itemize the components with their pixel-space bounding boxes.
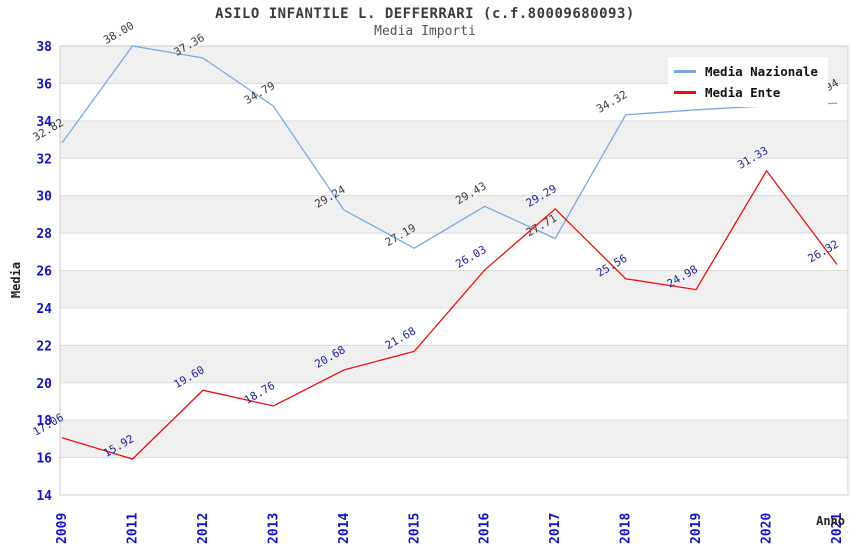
y-tick-label: 26: [36, 265, 52, 280]
legend-item-media-ente: Media Ente: [674, 82, 822, 103]
y-tick-label: 20: [36, 377, 52, 392]
x-tick-label: 2011: [125, 513, 140, 544]
x-tick-label: 2015: [407, 513, 422, 544]
data-point-label: 38.00: [101, 19, 136, 47]
y-tick-label: 32: [36, 152, 52, 167]
legend-label-media-ente: Media Ente: [705, 85, 781, 100]
chart-title: ASILO INFANTILE L. DEFFERRARI (c.f.80009…: [215, 6, 635, 22]
y-tick-label: 30: [36, 190, 52, 205]
x-tick-label: 2012: [196, 513, 211, 544]
plot-border: [59, 45, 849, 496]
x-axis-title: Anno: [816, 514, 845, 528]
y-tick-label: 28: [36, 227, 52, 242]
y-tick-label: 18: [36, 414, 52, 429]
x-tick-label: 2017: [548, 513, 563, 544]
x-tick-label: 2014: [337, 513, 352, 544]
grid-band: [60, 457, 848, 495]
x-tick-label: 2013: [266, 513, 281, 544]
media-nazionale-line-swatch: [674, 70, 696, 73]
grid-band: [60, 233, 848, 271]
x-tick-label: 2016: [478, 513, 493, 544]
y-tick-label: 36: [36, 77, 52, 92]
x-tick-label: 2021: [830, 513, 845, 544]
x-tick-label: 2019: [689, 513, 704, 544]
grid-band: [60, 420, 848, 458]
y-tick-label: 34: [36, 115, 52, 130]
y-axis-title: Media: [9, 261, 23, 299]
y-tick-label: 38: [36, 40, 52, 55]
y-tick-label: 22: [36, 339, 52, 354]
grid-band: [60, 345, 848, 383]
grid-band: [60, 307, 848, 346]
grid-band: [60, 158, 848, 196]
grid-band: [60, 270, 848, 308]
legend-item-media-nazionale: Media Nazionale: [674, 61, 822, 82]
x-tick-label: 2009: [55, 513, 70, 544]
grid-band: [60, 195, 848, 234]
y-tick-label: 24: [36, 302, 52, 317]
x-tick-label: 2020: [760, 513, 775, 544]
series-line-media-ente: [61, 169, 838, 460]
legend-label-media-nazionale: Media Nazionale: [705, 64, 818, 79]
media-ente-line-swatch: [674, 91, 696, 94]
series-line-media-nazionale: [61, 45, 838, 249]
y-tick-label: 16: [36, 452, 52, 467]
y-tick-label: 14: [36, 489, 52, 504]
legend: Media Nazionale Media Ente: [668, 57, 828, 107]
x-tick-label: 2018: [619, 513, 634, 544]
chart-subtitle: Media Importi: [374, 24, 476, 39]
grid-band: [60, 120, 848, 159]
